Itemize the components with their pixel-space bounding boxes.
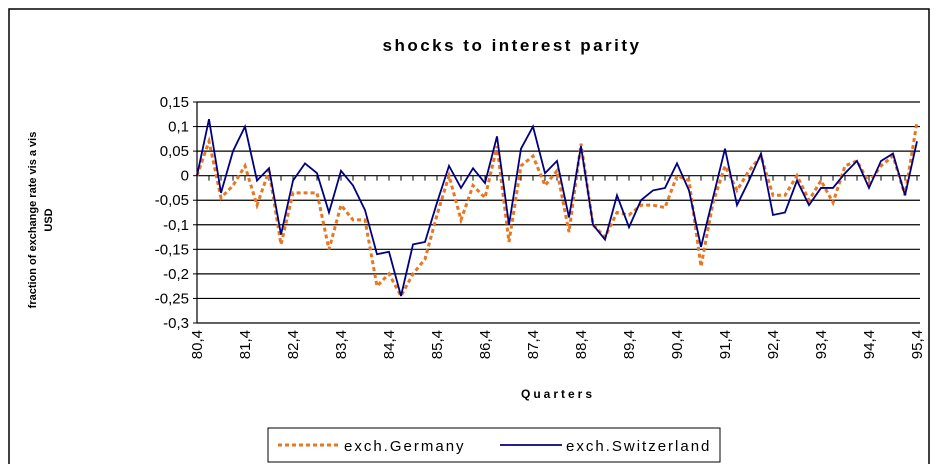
- chart-title: shocks to interest parity: [382, 36, 641, 55]
- x-tick-label: 88,4: [573, 330, 590, 359]
- y-tick-label: 0,05: [160, 143, 189, 160]
- x-tick-label: 89,4: [621, 330, 638, 359]
- chart-border: [8, 8, 930, 464]
- y-tick-label: 0,15: [160, 94, 189, 111]
- x-tick-label: 93,4: [813, 330, 830, 359]
- x-tick-label: 83,4: [333, 330, 350, 359]
- y-tick-label: -0,3: [163, 315, 189, 332]
- x-tick-label: 92,4: [765, 330, 782, 359]
- series-line: [195, 121, 919, 300]
- x-tick-label: 85,4: [429, 330, 446, 359]
- y-tick-label: -0,2: [163, 266, 189, 283]
- x-tick-label: 84,4: [381, 330, 398, 359]
- legend-box: [267, 427, 721, 463]
- x-axis-label: Quarters: [521, 387, 595, 401]
- x-tick-label: 87,4: [525, 330, 542, 359]
- y-tick-label: 0: [181, 168, 189, 185]
- y-tick-label: -0,1: [163, 217, 189, 234]
- legend-label: exch.Germany: [344, 438, 466, 455]
- x-tick-label: 82,4: [285, 330, 302, 359]
- y-tick-label: -0,25: [155, 290, 189, 307]
- y-tick-label: -0,15: [155, 241, 189, 258]
- legend-label: exch.Switzerland: [566, 438, 711, 455]
- x-tick-label: 80,4: [189, 330, 206, 359]
- y-axis-label: fraction of exchange rate vis a vis USD: [27, 131, 55, 309]
- x-tick-label: 94,4: [861, 330, 878, 359]
- x-tick-label: 91,4: [717, 330, 734, 359]
- x-tick-label: 86,4: [477, 330, 494, 359]
- x-tick-label: 95,4: [909, 330, 926, 359]
- x-tick-label: 90,4: [669, 330, 686, 359]
- y-tick-label: 0,1: [168, 119, 189, 136]
- series-line: [196, 119, 918, 297]
- x-tick-label: 81,4: [237, 330, 254, 359]
- y-tick-label: -0,05: [155, 192, 189, 209]
